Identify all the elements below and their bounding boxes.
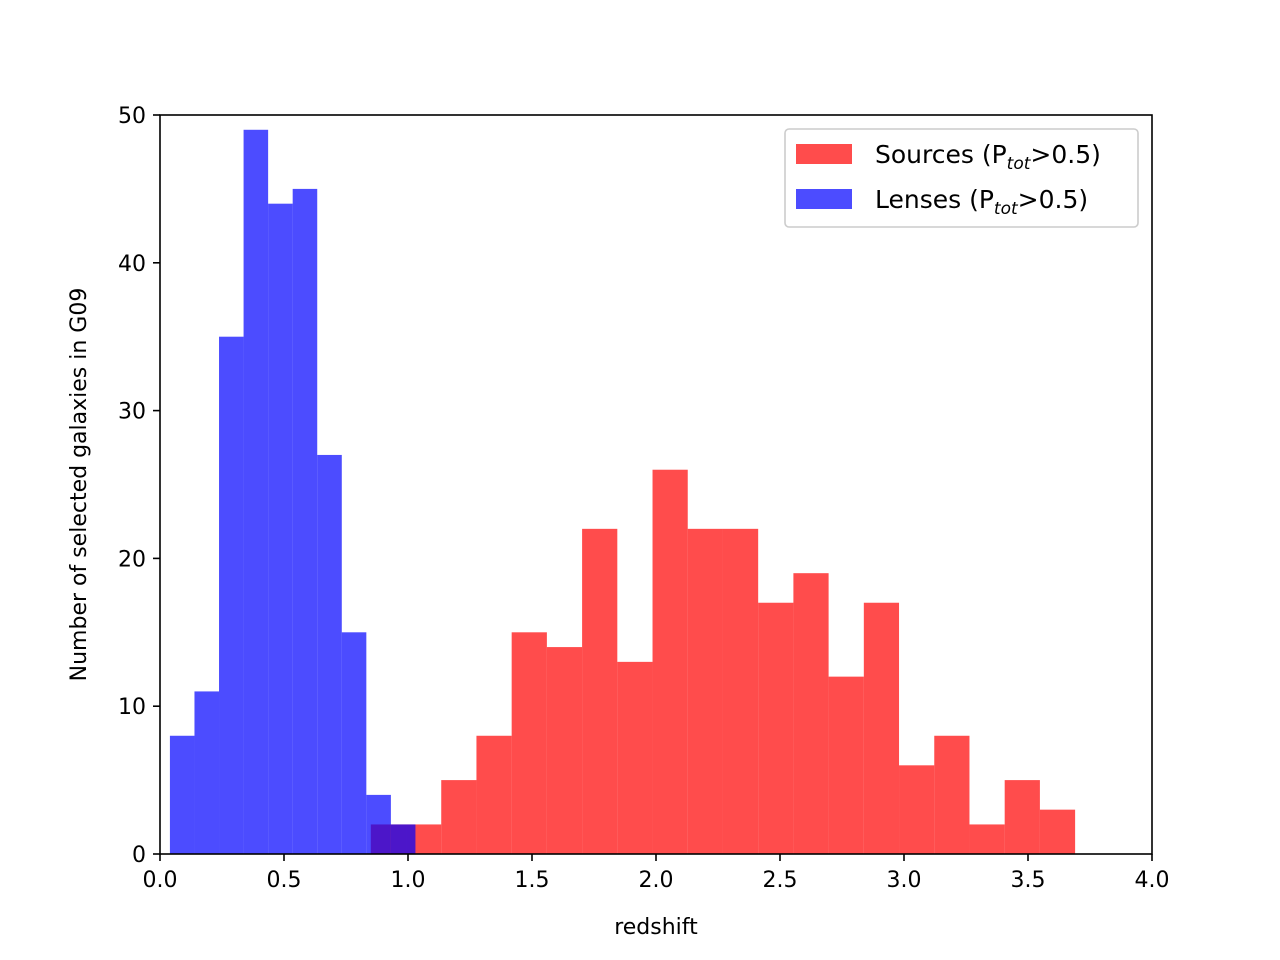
sources-bar [722,528,759,854]
sources-bar [476,735,512,854]
legend-label-tail: >0.5) [1018,185,1088,214]
y-tick-label: 20 [118,547,146,572]
lenses-bar [194,691,220,854]
lenses-bar [317,454,342,854]
legend-label-tail: >0.5) [1030,140,1100,169]
lenses-bar [219,336,244,854]
legend-swatch-sources [796,144,852,164]
sources-bar [793,573,829,854]
sources-bar [863,602,900,854]
sources-bar [899,765,935,854]
legend-label-main: Lenses (P [875,185,994,214]
series-sources [370,469,1076,854]
sources-bar [828,676,864,854]
sources-bar [441,780,477,854]
lenses-bar [292,188,318,854]
x-tick-label: 3.5 [1011,868,1046,893]
sources-bar [652,469,688,854]
sources-bar [758,602,794,854]
sources-bar [546,647,583,854]
legend-label-main: Sources (P [875,140,1007,169]
lenses-bar [341,632,367,854]
x-axis-ticks: 0.0 0.5 1.0 1.5 2.0 2.5 3.0 3.5 4.0 [143,854,1170,893]
legend-label-sources: Sources (Ptot>0.5) [875,140,1101,174]
x-axis-label: redshift [614,915,698,940]
x-tick-label: 1.5 [515,868,550,893]
x-tick-label: 4.0 [1135,868,1170,893]
legend: Sources (Ptot>0.5)Lenses (Ptot>0.5) [784,128,1139,228]
sources-bar [511,632,547,854]
y-axis-ticks: 0 10 20 30 40 50 [118,104,160,868]
sources-bar [1039,809,1076,854]
lenses-bar [169,735,195,854]
x-tick-label: 0.5 [267,868,302,893]
x-tick-label: 0.0 [143,868,178,893]
bars-layer [169,129,1076,854]
x-tick-label: 2.0 [639,868,674,893]
legend-box [784,128,1139,228]
legend-swatch-lenses [796,189,852,209]
sources-bar [969,824,1005,854]
sources-bar [582,528,618,854]
legend-label-subscript: tot [994,199,1019,219]
lenses-bar [243,129,269,854]
sources-bar [934,735,970,854]
x-tick-label: 3.0 [887,868,922,893]
sources-bar [687,528,723,854]
sources-bar [617,661,653,854]
y-tick-label: 30 [118,400,146,425]
lenses-bar [390,824,416,854]
lenses-bar [366,794,391,854]
series-lenses [169,129,416,854]
y-tick-label: 50 [118,104,146,129]
y-axis-label: Number of selected galaxies in G09 [67,288,92,682]
y-tick-label: 40 [118,252,146,277]
x-tick-label: 1.0 [391,868,426,893]
lenses-bar [268,203,293,854]
sources-bar [1004,780,1040,854]
y-tick-label: 10 [118,695,146,720]
legend-label-subscript: tot [1007,154,1032,174]
x-tick-label: 2.5 [763,868,798,893]
legend-label-lenses: Lenses (Ptot>0.5) [875,185,1088,219]
y-tick-label: 0 [132,843,146,868]
